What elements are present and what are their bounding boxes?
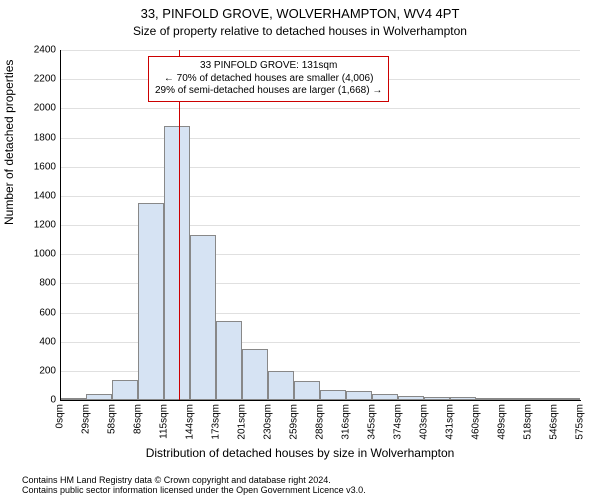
callout-line: 29% of semi-detached houses are larger (… [155,85,382,98]
y-tick-label: 200 [0,365,56,376]
x-tick-label: 575sqm [575,404,586,440]
x-tick-label: 144sqm [185,404,196,440]
chart-title: 33, PINFOLD GROVE, WOLVERHAMPTON, WV4 4P… [0,0,600,22]
x-tick-label: 316sqm [341,404,352,440]
histogram-bar [528,398,554,400]
callout-box: 33 PINFOLD GROVE: 131sqm← 70% of detache… [148,56,389,102]
chart-inner: 0200400600800100012001400160018002000220… [60,50,580,400]
y-tick-label: 0 [0,395,56,406]
x-tick-label: 230sqm [263,404,274,440]
callout-line: ← 70% of detached houses are smaller (4,… [155,73,382,86]
property-marker-line [179,50,180,400]
grid-line [60,167,580,168]
x-tick-label: 460sqm [471,404,482,440]
histogram-bar [164,126,190,400]
histogram-bar [242,349,268,400]
x-tick-label: 431sqm [445,404,456,440]
x-axis-label: Distribution of detached houses by size … [0,446,600,460]
x-tick-label: 288sqm [315,404,326,440]
attribution: Contains HM Land Registry data © Crown c… [22,476,366,496]
x-tick-label: 374sqm [393,404,404,440]
chart-container: 33, PINFOLD GROVE, WOLVERHAMPTON, WV4 4P… [0,0,600,500]
histogram-bar [450,397,476,400]
histogram-bar [476,398,502,400]
attribution-line: Contains public sector information licen… [22,486,366,496]
histogram-bar [294,381,320,400]
y-tick-label: 1600 [0,161,56,172]
grid-line [60,50,580,51]
y-tick-label: 2000 [0,103,56,114]
histogram-bar [372,394,398,400]
y-tick-label: 1200 [0,220,56,231]
y-tick-label: 1000 [0,249,56,260]
histogram-bar [424,397,450,400]
chart-subtitle: Size of property relative to detached ho… [0,22,600,38]
x-tick-label: 345sqm [367,404,378,440]
x-tick-label: 173sqm [211,404,222,440]
histogram-bar [112,380,138,400]
histogram-bar [320,390,346,400]
histogram-bar [346,391,372,400]
x-tick-label: 518sqm [523,404,534,440]
plot-area: 0200400600800100012001400160018002000220… [60,50,580,400]
x-tick-label: 546sqm [549,404,560,440]
histogram-bar [190,235,216,400]
x-tick-label: 115sqm [159,404,170,439]
x-tick-label: 29sqm [81,404,92,434]
y-tick-label: 400 [0,336,56,347]
y-tick-label: 800 [0,278,56,289]
x-tick-label: 259sqm [289,404,300,440]
histogram-bar [86,394,112,400]
histogram-bar [216,321,242,400]
x-tick-label: 0sqm [55,404,66,428]
callout-line: 33 PINFOLD GROVE: 131sqm [155,60,382,73]
histogram-bar [138,203,164,400]
histogram-bar [398,396,424,400]
grid-line [60,108,580,109]
grid-line [60,196,580,197]
x-tick-label: 86sqm [133,404,144,434]
histogram-bar [554,398,580,400]
grid-line [60,138,580,139]
y-tick-label: 1800 [0,132,56,143]
x-tick-label: 403sqm [419,404,430,440]
y-tick-label: 600 [0,307,56,318]
x-tick-label: 58sqm [107,404,118,434]
histogram-bar [60,398,86,400]
y-tick-label: 2200 [0,74,56,85]
histogram-bar [268,371,294,400]
y-tick-label: 1400 [0,190,56,201]
x-tick-label: 201sqm [237,404,248,440]
x-tick-label: 489sqm [497,404,508,440]
y-tick-label: 2400 [0,45,56,56]
histogram-bar [502,398,528,400]
